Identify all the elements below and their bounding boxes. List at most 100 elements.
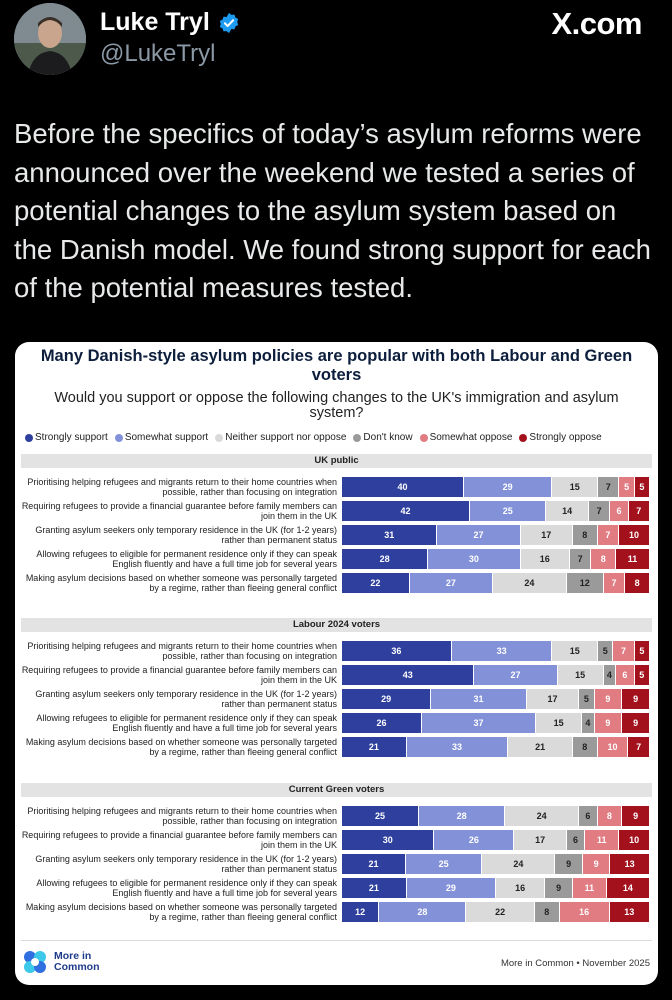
panel-header: Labour 2024 voters [21, 618, 652, 632]
question-label: Allowing refugees to eligible for perman… [36, 713, 337, 733]
bar-segment-strongly-oppose: 8 [625, 573, 650, 593]
legend-swatch [519, 433, 528, 442]
tweet-text: Before the specifics of today’s asylum r… [14, 118, 651, 303]
site-logo[interactable]: X.com [551, 6, 642, 41]
bar-segment-strongly-oppose: 7 [628, 737, 650, 757]
question-label: Granting asylum seekers only temporary r… [35, 689, 337, 709]
bar-segment-strongly-support: 40 [342, 477, 464, 497]
bar-segment-somewhat-support: 26 [434, 830, 515, 850]
bar-segment-strongly-support: 12 [342, 902, 380, 922]
legend-label: Strongly oppose [529, 432, 602, 443]
more-in-common-logo-icon [24, 951, 46, 973]
bar-segment-somewhat-oppose: 7 [613, 641, 635, 661]
chart-card[interactable]: Many Danish-style asylum policies are po… [15, 342, 658, 985]
bar-segment-neither: 16 [495, 878, 546, 898]
question-label: Granting asylum seekers only temporary r… [35, 525, 337, 545]
legend-label: Strongly support [35, 432, 108, 443]
bar-segment-strongly-support: 26 [342, 713, 423, 733]
bar-segment-neither: 21 [508, 737, 573, 757]
verified-badge-icon [219, 12, 238, 33]
bar-segment-dont-know: 7 [569, 549, 592, 569]
bar-segment-strongly-support: 30 [342, 830, 435, 850]
author-handle[interactable]: @LukeTryl [100, 40, 216, 67]
bar-segment-somewhat-oppose: 8 [597, 806, 623, 826]
legend-item-strongly-support: Strongly support [25, 432, 108, 443]
legend-item-somewhat-oppose: Somewhat oppose [419, 432, 513, 443]
bar-segment-somewhat-support: 27 [474, 665, 558, 685]
legend-item-somewhat-support: Somewhat support [114, 432, 209, 443]
question-label: Requiring refugees to provide a financia… [21, 665, 337, 685]
logo-text-line-1: More in [54, 950, 92, 962]
question-label: Allowing refugees to eligible for perman… [36, 878, 337, 898]
bar-segment-neither: 15 [557, 665, 604, 685]
bar-segment-strongly-support: 31 [342, 525, 438, 545]
stacked-bar: 21 33 21 8 10 7 [342, 737, 650, 757]
bar-segment-dont-know: 12 [566, 573, 604, 593]
author-avatar[interactable] [14, 3, 86, 75]
bar-segment-strongly-oppose: 7 [628, 501, 650, 521]
bar-segment-neither: 17 [520, 525, 573, 545]
bar-segment-neither: 24 [492, 573, 567, 593]
bar-segment-neither: 15 [552, 641, 599, 661]
footer-divider [21, 940, 652, 941]
bar-segment-somewhat-support: 33 [451, 641, 553, 661]
bar-segment-dont-know: 4 [603, 665, 617, 685]
legend-swatch [419, 433, 428, 442]
question-label: Making asylum decisions based on whether… [25, 737, 337, 757]
bar-segment-strongly-support: 21 [342, 878, 407, 898]
legend-label: Don't know [363, 432, 413, 443]
bar-segment-somewhat-support: 25 [406, 854, 483, 874]
bar-segment-somewhat-oppose: 9 [594, 689, 623, 709]
author-name-row[interactable]: Luke Tryl [100, 8, 240, 37]
stacked-bar: 25 28 24 6 8 9 [342, 806, 650, 826]
bar-segment-strongly-oppose: 10 [619, 525, 650, 545]
bar-segment-strongly-oppose: 9 [622, 806, 650, 826]
chart-source: More in Common • November 2025 [500, 958, 650, 969]
bar-segment-somewhat-support: 37 [422, 713, 537, 733]
bar-segment-somewhat-support: 25 [470, 501, 547, 521]
bar-segment-strongly-support: 25 [342, 806, 419, 826]
legend-label: Somewhat oppose [429, 432, 513, 443]
bar-segment-strongly-oppose: 14 [606, 878, 650, 898]
bar-segment-somewhat-oppose: 8 [591, 549, 617, 569]
bar-segment-somewhat-oppose: 5 [619, 477, 635, 497]
legend-label: Neither support nor oppose [225, 432, 347, 443]
stacked-bar: 31 27 17 8 7 10 [342, 525, 650, 545]
logo-text-line-2: Common [54, 961, 100, 973]
bar-segment-somewhat-support: 31 [431, 689, 527, 709]
legend-swatch [353, 433, 362, 442]
author-name[interactable]: Luke Tryl [100, 8, 210, 36]
bar-segment-somewhat-oppose: 6 [610, 501, 629, 521]
bar-segment-strongly-support: 21 [342, 854, 407, 874]
bar-segment-somewhat-support: 29 [406, 878, 496, 898]
bar-segment-strongly-oppose: 13 [610, 854, 650, 874]
bar-segment-somewhat-oppose: 9 [582, 854, 611, 874]
bar-segment-strongly-support: 21 [342, 737, 407, 757]
bar-segment-strongly-oppose: 5 [634, 477, 650, 497]
stacked-bar: 12 28 22 8 16 13 [342, 902, 650, 922]
stacked-bar: 22 27 24 12 7 8 [342, 573, 650, 593]
bar-segment-somewhat-support: 33 [406, 737, 509, 757]
chart-subtitle: Would you support or oppose the followin… [54, 390, 619, 421]
chart-title: Many Danish-style asylum policies are po… [40, 347, 633, 384]
stacked-bar: 28 30 16 7 8 11 [342, 549, 650, 569]
legend-item-dont-know: Don't know [353, 432, 413, 443]
question-label: Requiring refugees to provide a financia… [21, 830, 337, 850]
question-label: Requiring refugees to provide a financia… [21, 501, 337, 521]
bar-segment-dont-know: 9 [555, 854, 583, 874]
legend-label: Somewhat support [124, 432, 209, 443]
bar-segment-dont-know: 5 [598, 641, 614, 661]
bar-segment-dont-know: 6 [566, 830, 586, 850]
bar-segment-dont-know: 7 [598, 477, 620, 497]
bar-segment-somewhat-oppose: 11 [572, 878, 607, 898]
stacked-bar: 29 31 17 5 9 9 [342, 689, 650, 709]
panel-header: Current Green voters [21, 783, 652, 797]
legend-swatch [25, 433, 33, 442]
bar-segment-neither: 17 [526, 689, 580, 709]
bar-segment-neither: 15 [536, 713, 583, 733]
question-label: Granting asylum seekers only temporary r… [35, 854, 337, 874]
bar-segment-dont-know: 6 [579, 806, 598, 826]
legend-swatch [114, 433, 123, 442]
stacked-bar: 21 29 16 9 11 14 [342, 878, 650, 898]
bar-segment-neither: 14 [546, 501, 589, 521]
